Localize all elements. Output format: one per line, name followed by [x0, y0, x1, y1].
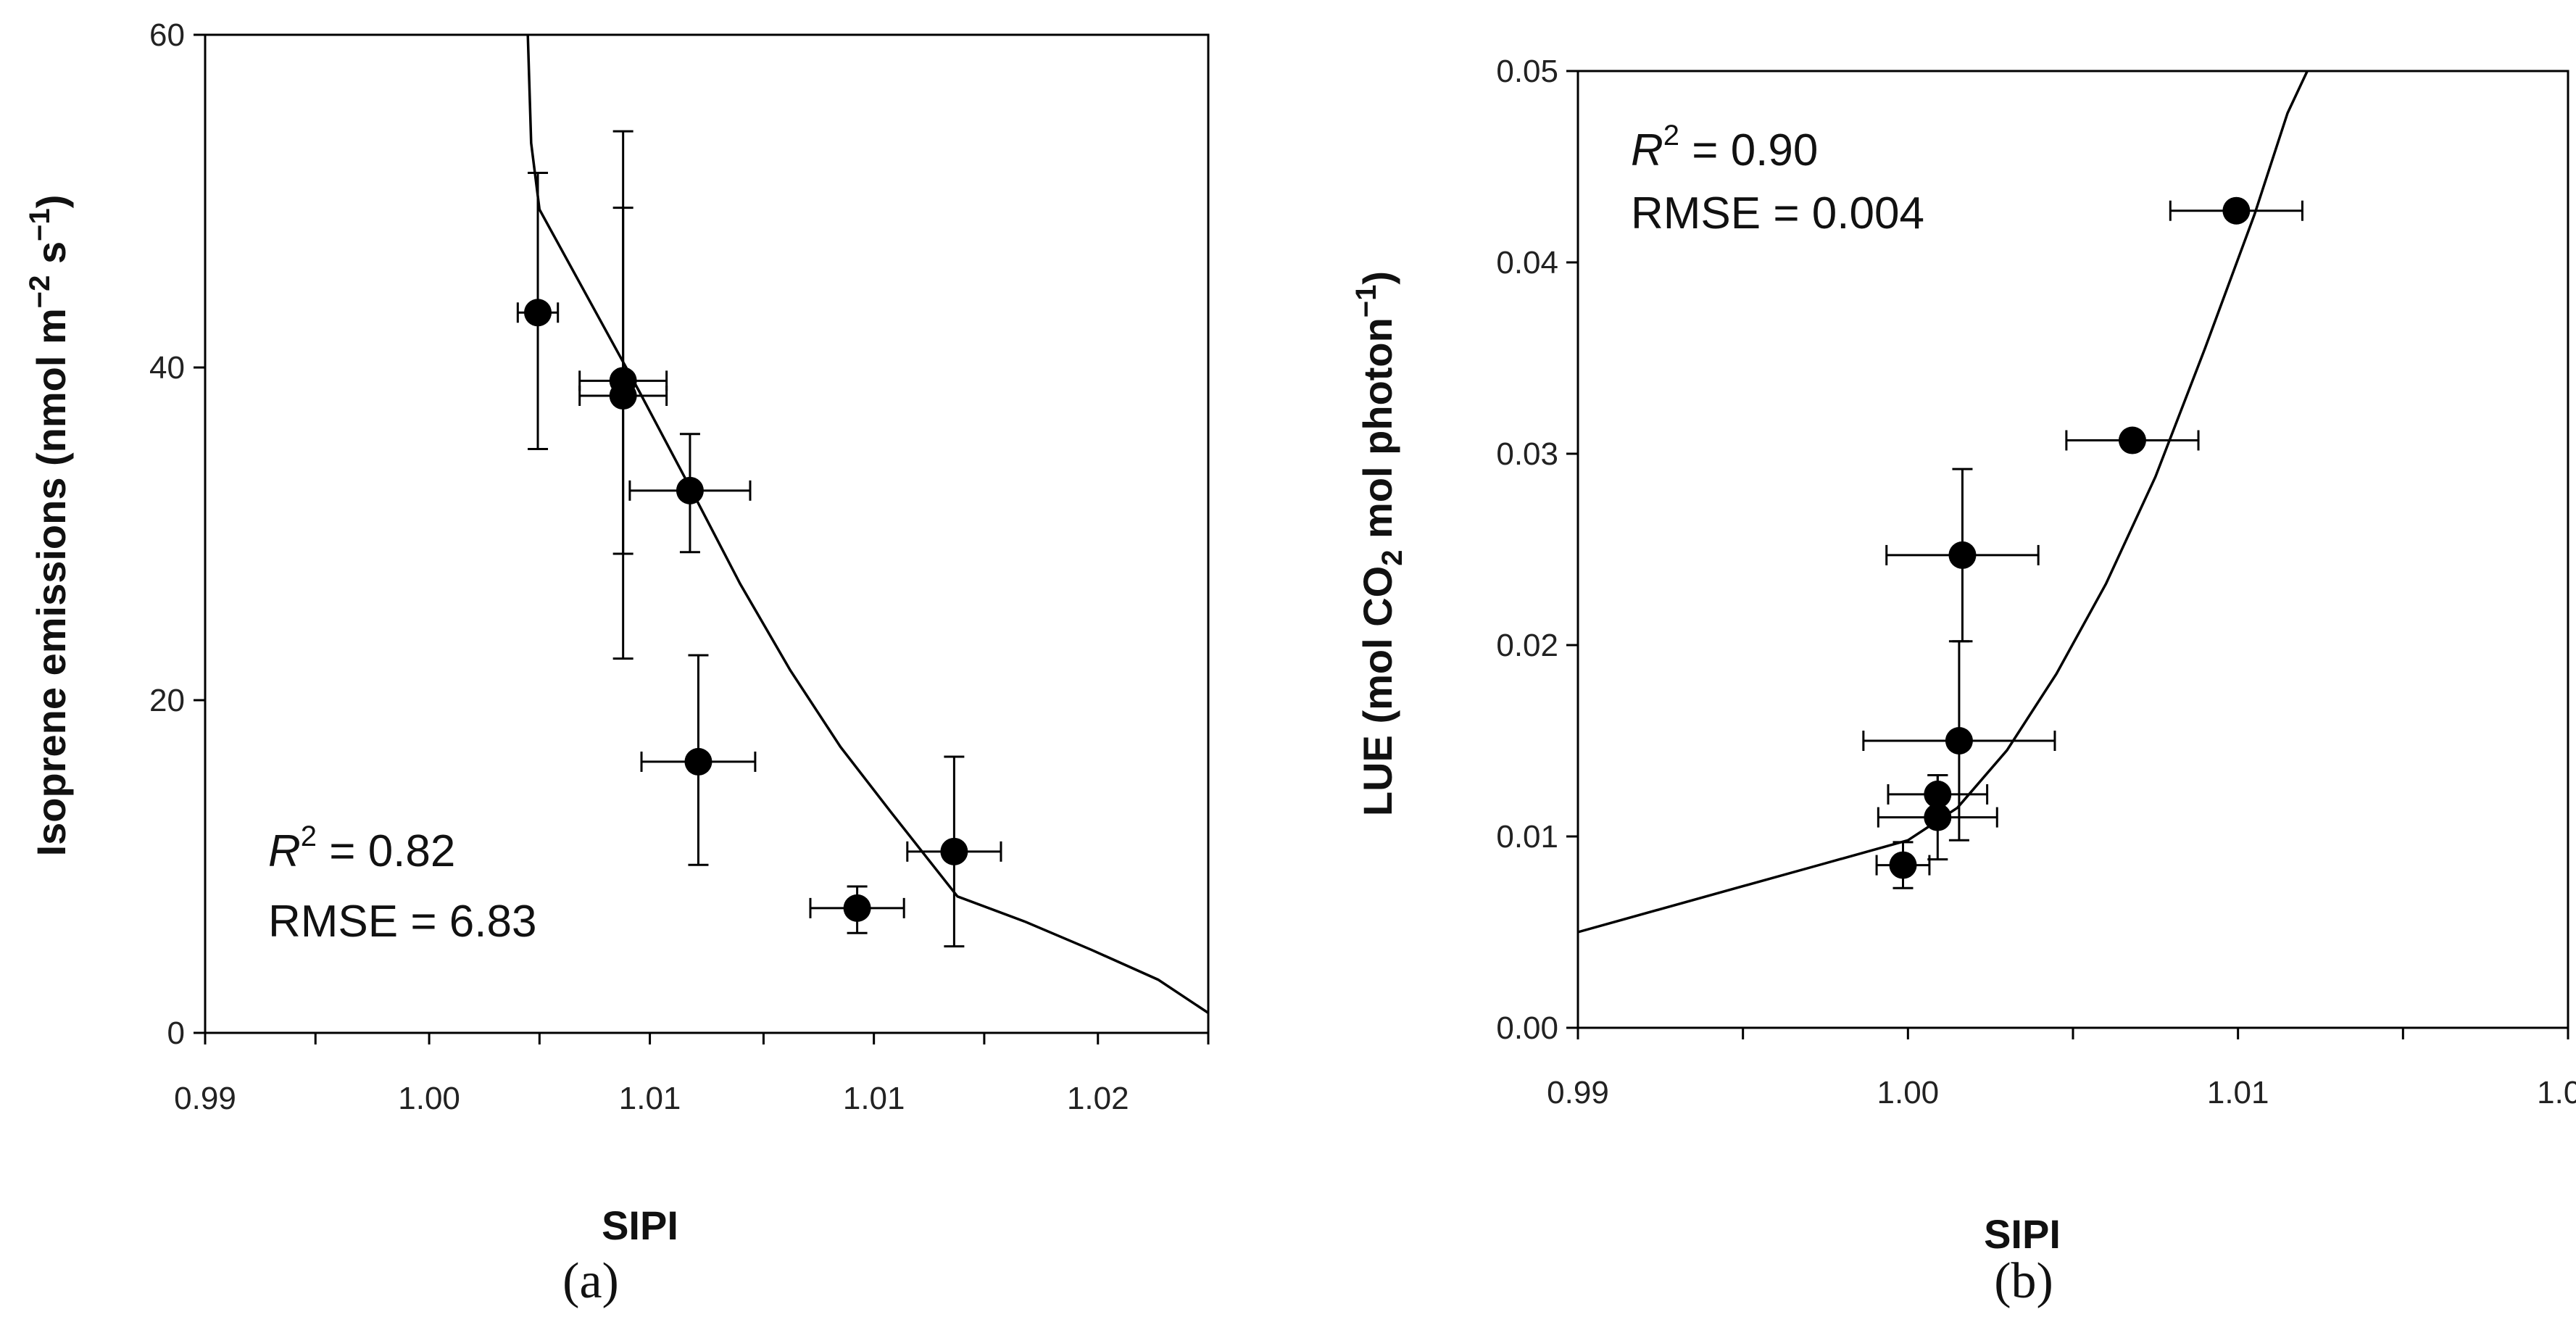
rmse-annotation: RMSE = 0.004 [1631, 188, 1924, 238]
plot-area-frame [204, 33, 1210, 1034]
fit-curve-group [526, 34, 1209, 1014]
data-point [1889, 851, 1917, 879]
y-tick-label: 20 [149, 683, 185, 718]
fit-curve [526, 34, 1209, 1014]
y-tick-label: 0.05 [1496, 54, 1558, 89]
y-tick-label: 0.03 [1496, 436, 1558, 472]
x-tick-label: 1.01 [843, 1081, 905, 1116]
y-tick-label: 0.00 [1496, 1010, 1558, 1046]
x-tick-label: 1.00 [398, 1081, 460, 1116]
y-axis-title-sup: −1 [1350, 285, 1382, 318]
data-point [676, 476, 704, 504]
panel-label-a: (a) [562, 1253, 619, 1309]
y-tick-label: 0.01 [1496, 819, 1558, 855]
data-point [1924, 803, 1952, 831]
y-axis-title-end: ) [28, 195, 74, 209]
y-axis-title: Isoprene emissions (nmol m−2 s−1) [24, 195, 74, 857]
data-point [684, 747, 712, 776]
r-squared-annotation: R2 = 0.90 [1631, 120, 1818, 175]
data-point [2118, 426, 2146, 454]
r-squared-value: = 0.82 [317, 826, 455, 876]
data-point [1945, 727, 1973, 755]
r-squared-exponent: 2 [1663, 120, 1679, 151]
r-squared-symbol: R [1631, 125, 1663, 175]
data-point [609, 382, 637, 410]
y-tick-label: 0 [167, 1015, 185, 1051]
data-points [524, 299, 968, 922]
fit-curve [1577, 70, 2309, 934]
x-tick-label: 1.00 [1877, 1075, 1940, 1110]
x-tick-label: 1.01 [619, 1081, 681, 1116]
axis-ticks [194, 33, 1210, 1044]
y-axis-title-mid: mol photon [1355, 317, 1400, 549]
y-tick-label: 40 [149, 350, 185, 386]
rmse-annotation: RMSE = 6.83 [268, 897, 536, 947]
y-tick-label: 60 [149, 17, 185, 53]
r-squared-symbol: R [268, 826, 301, 876]
data-points [1889, 196, 2251, 879]
y-tick-label: 0.04 [1496, 245, 1558, 281]
axis-ticks [1566, 70, 2569, 1039]
x-axis-title: SIPI [602, 1202, 678, 1248]
x-tick-label: 0.99 [1547, 1075, 1609, 1110]
x-tick-label: 1.02 [1067, 1081, 1129, 1116]
chart-panel-b: 0.99 1.00 1.01 1.02 0.00 0.01 0.02 0.03 0.04 0.05… [1350, 54, 2576, 1309]
panel-label-b: (b) [1994, 1253, 2053, 1309]
tick-labels: 0.99 1.00 1.01 1.02 0.00 0.01 0.02 0.03 0.04 0.05 [1496, 54, 2576, 1110]
x-tick-label: 0.99 [174, 1081, 236, 1116]
chart-panel-a: 0.99 1.00 1.01 1.01 1.02 0 20 40 60 SIPI Isopren… [24, 17, 1210, 1309]
data-point [524, 299, 552, 327]
data-point [843, 894, 871, 922]
y-axis-title-main: Isoprene emissions (nmol m [28, 308, 74, 856]
data-point [940, 837, 968, 865]
error-bars [516, 130, 1002, 948]
r-squared-annotation: R2 = 0.82 [268, 820, 455, 876]
fit-curve-group [1577, 70, 2309, 934]
y-axis-title-sub: 2 [1376, 550, 1408, 566]
y-axis-title: LUE (mol CO2 mol photon−1) [1350, 271, 1408, 816]
y-axis-title-end: ) [1355, 271, 1400, 285]
y-axis-title-mid: s [28, 241, 74, 275]
y-axis-title-sup1: −2 [24, 275, 56, 309]
r-squared-exponent: 2 [301, 820, 317, 852]
y-axis-title-main: LUE (mol CO [1355, 566, 1400, 816]
data-point [2222, 196, 2251, 225]
y-tick-label: 0.02 [1496, 628, 1558, 663]
x-axis-title: SIPI [1984, 1211, 2061, 1257]
data-point [1948, 541, 1977, 569]
tick-labels: 0.99 1.00 1.01 1.01 1.02 0 20 40 60 [149, 17, 1129, 1116]
r-squared-value: = 0.90 [1679, 125, 1818, 175]
data-point [1924, 780, 1952, 808]
y-axis-title-sup2: −1 [24, 208, 56, 241]
x-tick-label: 1.01 [2207, 1075, 2269, 1110]
x-tick-label: 1.02 [2537, 1075, 2576, 1110]
plot-area-border [204, 33, 1210, 1034]
